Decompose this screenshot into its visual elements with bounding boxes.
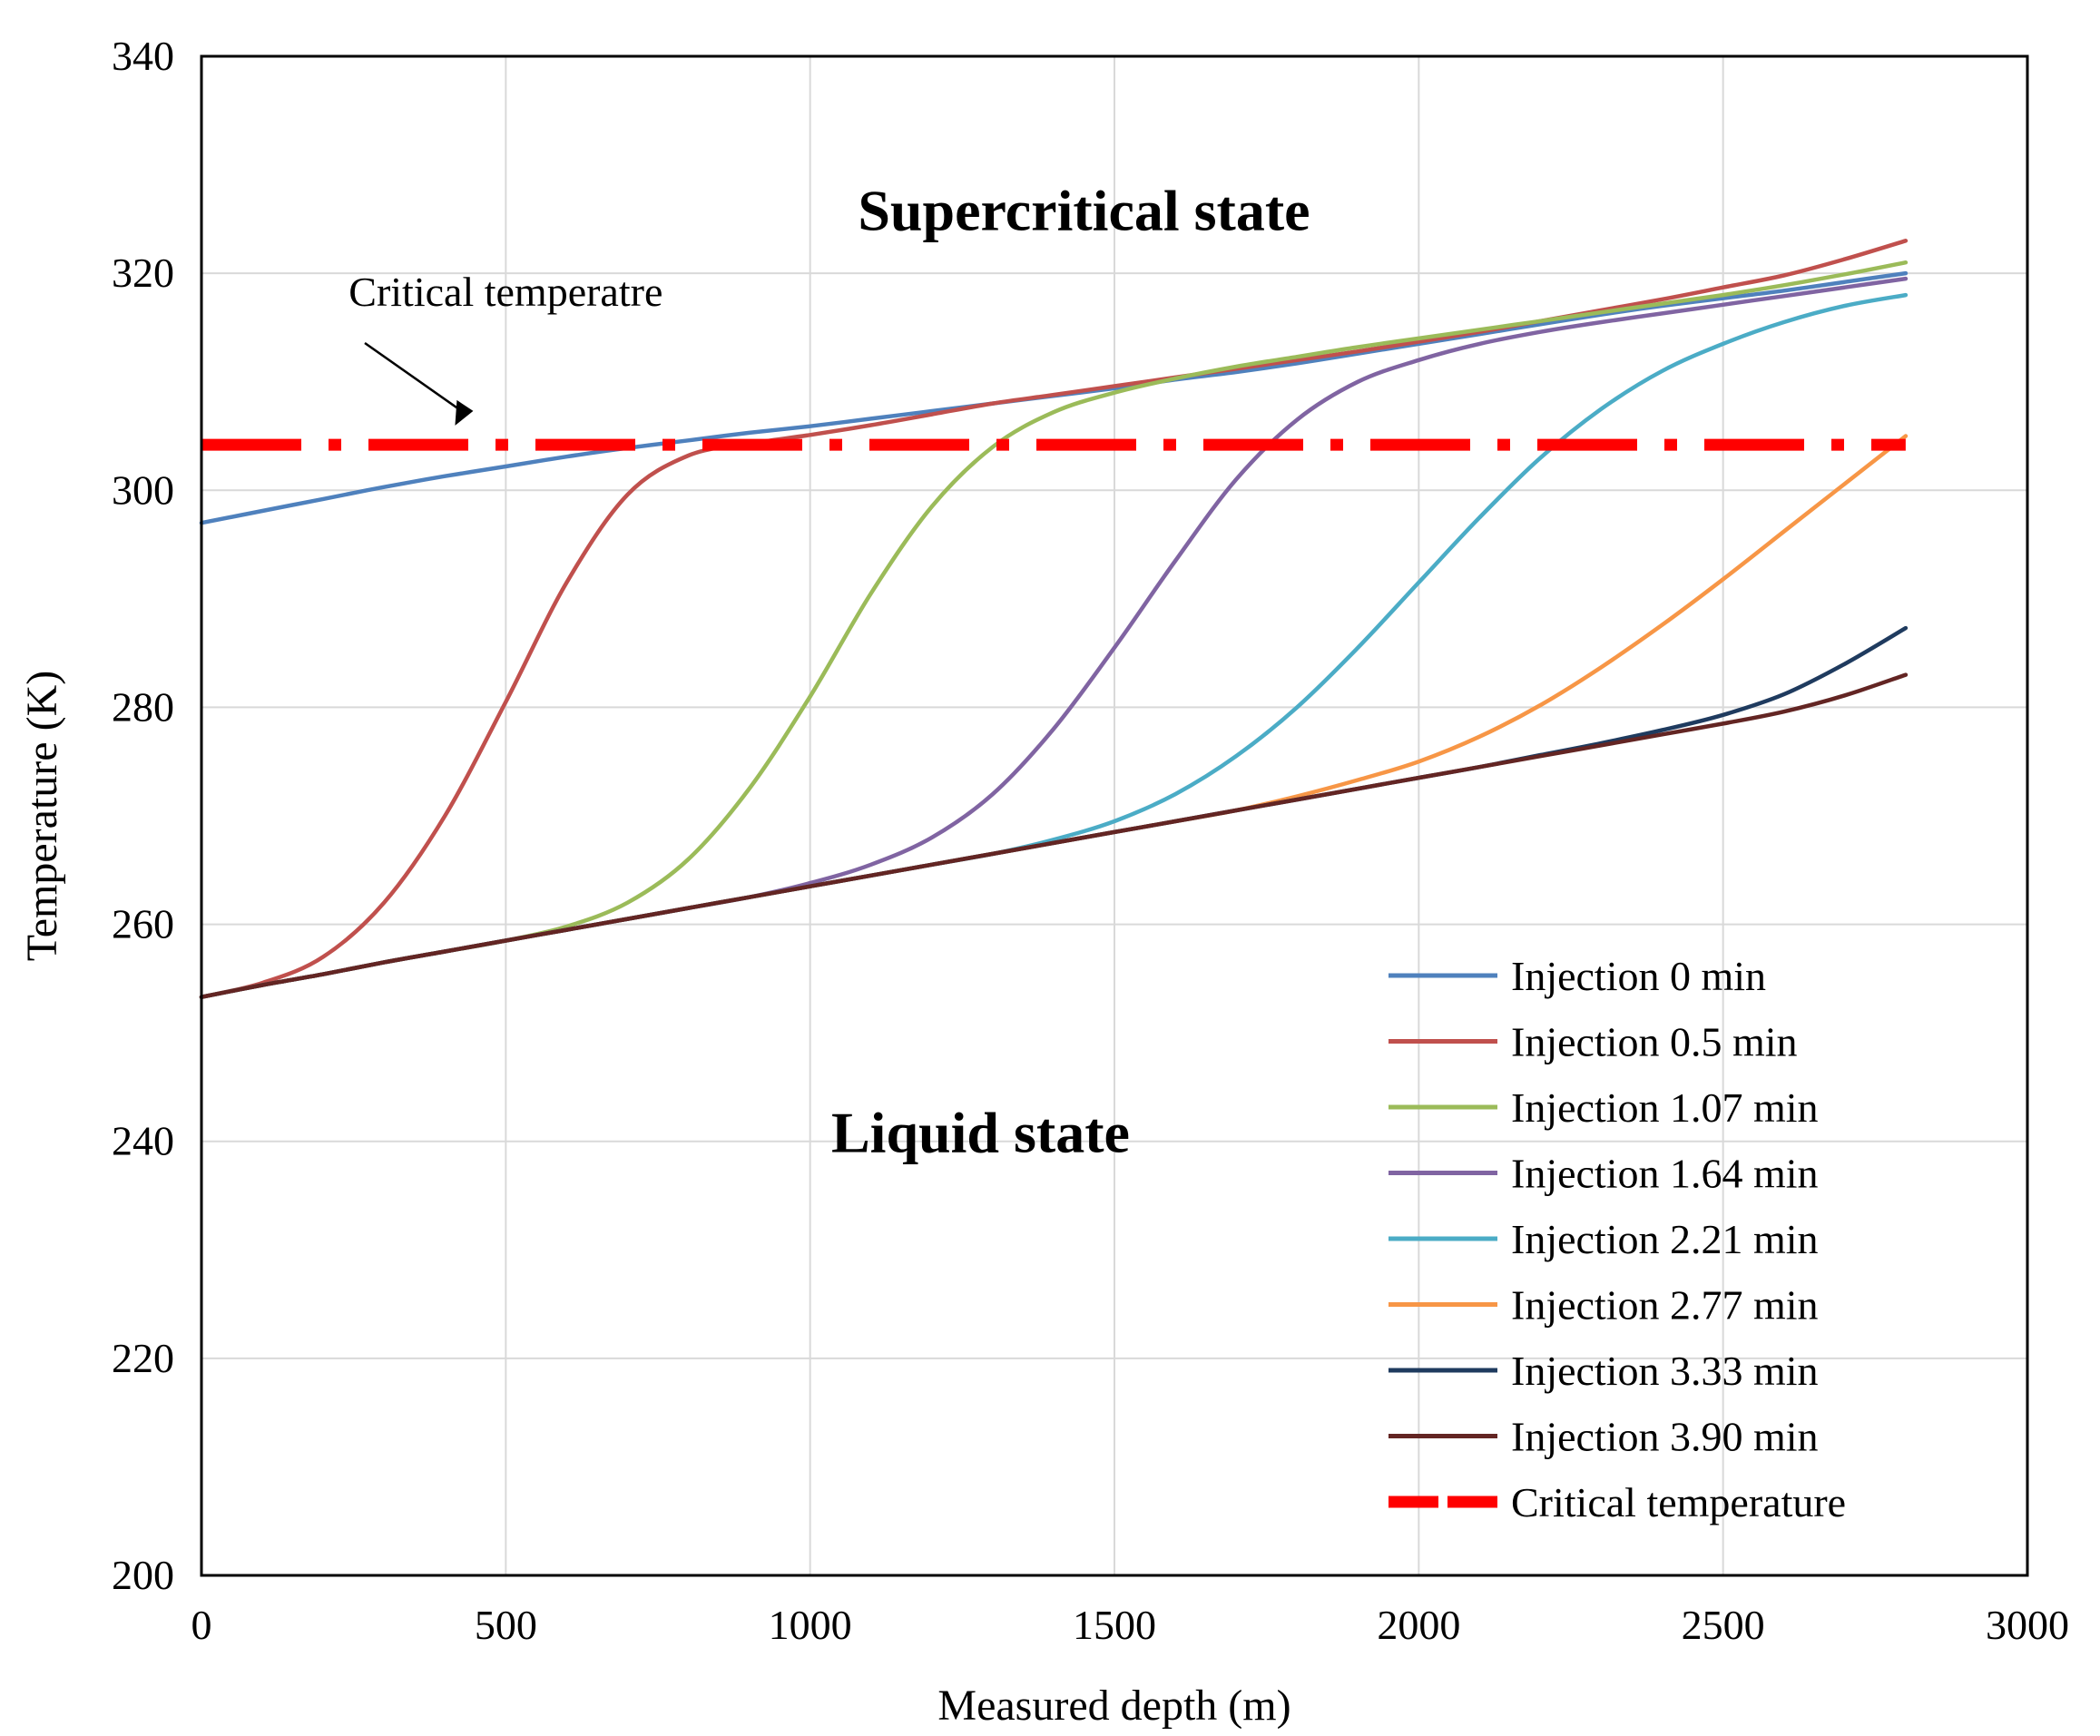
legend-label-1: Injection 0.5 min [1511,1019,1798,1065]
x-tick-label: 2500 [1682,1602,1765,1648]
legend-label-7: Injection 3.90 min [1511,1414,1819,1460]
plot-area-frame [200,54,2029,1577]
y-axis-title: Temperature (K) [18,671,66,961]
legend-label-0: Injection 0 min [1511,953,1766,999]
annotations: Supercritical state Liquid state Critical … [348,178,1310,1164]
legend-label-2: Injection 1.07 min [1511,1084,1819,1131]
x-tick-label: 3000 [1986,1602,2069,1648]
legend-label-6: Injection 3.33 min [1511,1348,1819,1394]
legend-label-5: Injection 2.77 min [1511,1282,1819,1329]
legend-label-4: Injection 2.21 min [1511,1216,1819,1262]
legend: Injection 0 min Injection 0.5 min Injectio… [1389,953,1846,1525]
liquid-state-label: Liquid state [831,1101,1130,1165]
supercritical-state-label: Supercritical state [858,178,1310,242]
y-tick-label: 240 [112,1118,174,1164]
y-tick-label: 200 [112,1552,174,1598]
x-tick-label: 1500 [1073,1602,1156,1648]
grid [201,56,2027,1575]
y-tick-label: 340 [112,33,174,79]
y-tick-label: 320 [112,250,174,296]
x-tick-label: 1000 [769,1602,852,1648]
y-tick-label: 220 [112,1335,174,1381]
x-axis-title: Measured depth (m) [937,1682,1290,1730]
x-tick-label: 500 [475,1602,537,1648]
plot-series [199,239,1909,999]
x-tick-label: 2000 [1377,1602,1460,1648]
y-tick-label: 300 [112,466,174,513]
legend-label-3: Injection 1.64 min [1511,1151,1819,1197]
y-tick-label: 260 [112,901,174,947]
annotation-arrowhead [455,399,474,426]
annotation-arrow-line [364,341,466,414]
y-tick-label: 280 [112,683,174,730]
axis-tick-labels: 0 500 1000 1500 2000 2500 3000 200 220 240 260 280 3… [112,33,2069,1648]
series-line-1 [199,239,1909,999]
legend-label-8: Critical temperature [1511,1479,1846,1525]
critical-temperature-annotation: Critical temperatre [348,269,662,315]
series-line-7 [199,672,1909,999]
x-tick-label: 0 [191,1602,212,1648]
